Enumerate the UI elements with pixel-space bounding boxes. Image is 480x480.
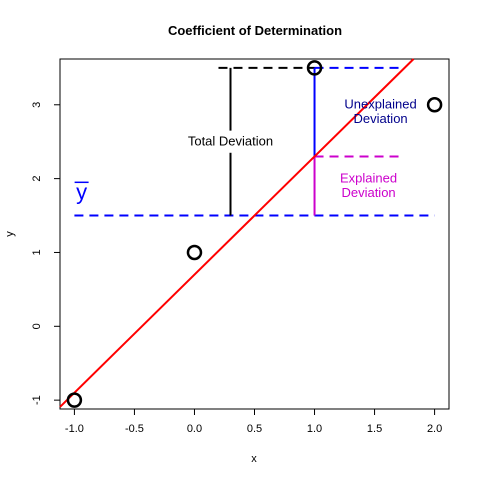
data-point (186, 244, 203, 261)
x-tick-label: -0.5 (125, 423, 144, 435)
regression-line (59, 58, 415, 408)
data-point (306, 60, 323, 76)
y-axis-label: y (4, 231, 16, 237)
explained-deviation-label-line1: Explained (340, 170, 397, 185)
x-tick-label: 2.0 (427, 423, 442, 435)
unexplained-deviation-label-line1: Unexplained (344, 96, 416, 111)
data-point (66, 392, 83, 408)
x-axis: -1.0 -0.5 0.0 0.5 1.0 1.5 2.0 (65, 409, 442, 435)
x-tick-label: 0.0 (187, 423, 202, 435)
plot-area: Total DeviationUnexplainedDeviationExpla… (59, 58, 443, 408)
y-tick-label: -1 (31, 395, 43, 405)
unexplained-deviation-label-line2: Deviation (353, 111, 407, 126)
mean-label: y (76, 179, 87, 204)
chart-title: Coefficient of Determination (168, 23, 342, 38)
x-tick-label: -1.0 (65, 423, 84, 435)
y-axis: -1 0 1 2 3 (31, 102, 60, 405)
data-point (426, 97, 443, 113)
y-tick-label: 2 (31, 176, 43, 182)
explained-deviation-label-line2: Deviation (341, 185, 395, 200)
x-tick-label: 1.5 (367, 423, 382, 435)
x-tick-label: 1.0 (307, 423, 322, 435)
x-tick-label: 0.5 (247, 423, 262, 435)
x-axis-label: x (251, 453, 257, 465)
y-tick-label: 0 (31, 323, 43, 329)
y-tick-label: 3 (31, 102, 43, 108)
y-tick-label: 1 (31, 249, 43, 255)
total-deviation-label: Total Deviation (188, 133, 273, 148)
